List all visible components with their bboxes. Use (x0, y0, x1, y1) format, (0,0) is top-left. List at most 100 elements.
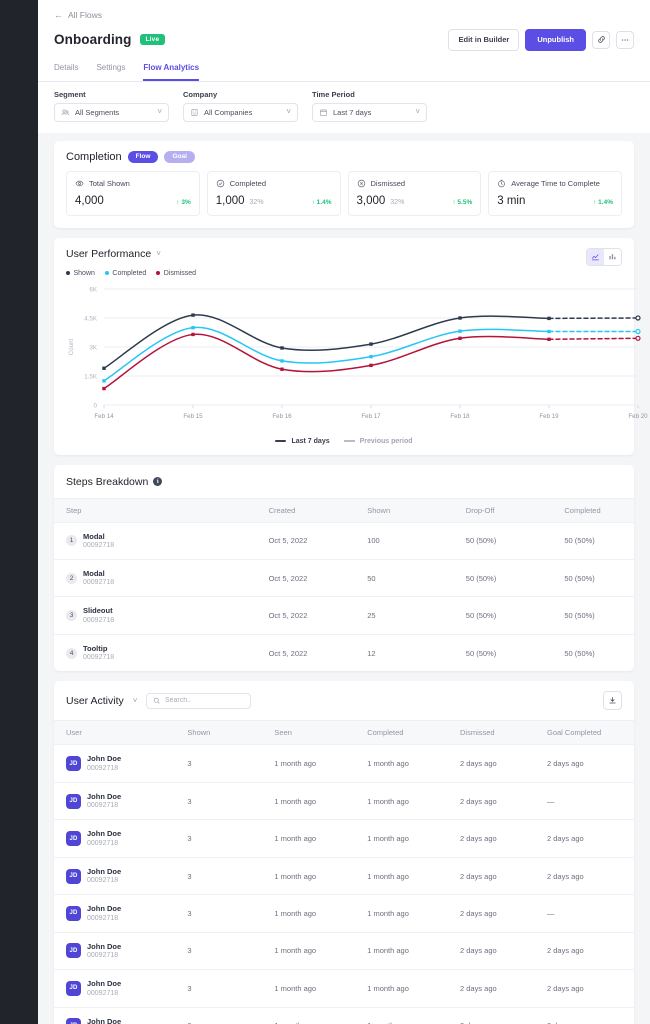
metric-value: 3 min (497, 194, 526, 207)
main-column: ← All Flows Onboarding Live Edit in Buil… (38, 0, 650, 1024)
table-row[interactable]: 3 Slideout 00092718 Oct 5, 2022 25 50 (50%) 50… (54, 596, 634, 635)
filter-segment-label: Segment (54, 89, 86, 99)
svg-text:Feb 19: Feb 19 (539, 413, 559, 420)
header-divider (38, 80, 650, 82)
unpublish-button[interactable]: Unpublish (525, 29, 586, 51)
user-activity-card: User Activity ˅ (54, 681, 634, 1024)
search-input[interactable] (164, 697, 245, 705)
user-name: John Doe (87, 904, 122, 914)
step-created: Oct 5, 2022 (268, 596, 368, 635)
user-name: John Doe (87, 1016, 122, 1024)
more-options-button[interactable] (616, 30, 634, 49)
table-row[interactable]: 4 Tooltip 00092718 Oct 5, 2022 12 50 (50%) 50 … (54, 634, 634, 671)
step-id: 00092718 (83, 579, 115, 587)
copy-link-button[interactable] (592, 30, 610, 49)
chevron-down-icon[interactable]: ˅ (132, 695, 138, 705)
edit-in-builder-button[interactable]: Edit in Builder (448, 29, 520, 51)
table-row[interactable]: 2 Modal 00092718 Oct 5, 2022 50 50 (50%) 50 (5… (54, 559, 634, 598)
chevron-down-icon[interactable]: ˅ (156, 248, 161, 258)
metric-label: Average Time to Complete (511, 178, 600, 188)
step-completed: 50 (50%) (564, 522, 634, 560)
check-circle-icon (216, 179, 225, 188)
user-dismissed: 2 days ago (459, 782, 547, 821)
table-row[interactable]: 1 Modal 00092718 Oct 5, 2022 100 50 (50%) 50 (… (54, 522, 634, 560)
step-cell: 2 Modal 00092718 (54, 559, 269, 598)
metric-dismissed: Dismissed 3,000 32% ↑ 5.5% (347, 170, 482, 216)
user-name: John Doe (87, 791, 122, 801)
filter-time-period-value: Last 7 days (333, 107, 372, 117)
legend-completed: Completed (104, 270, 146, 277)
user-seen: 1 month ago (274, 744, 368, 783)
step-number: 4 (66, 647, 77, 659)
user-dismissed: 2 days ago (459, 819, 547, 858)
step-id: 00092718 (83, 616, 115, 624)
ellipsis-icon (621, 39, 629, 41)
svg-text:Feb 18: Feb 18 (450, 413, 470, 420)
metric-label: Dismissed (370, 178, 406, 188)
user-goal-completed: 2 days ago (546, 969, 634, 1008)
pill-goal[interactable]: Goal (164, 150, 195, 163)
metric-completed: Completed 1,000 32% ↑ 1.4% (206, 170, 341, 216)
step-name: Modal (83, 568, 105, 578)
tab-details[interactable]: Details (54, 62, 79, 72)
step-completed: 50 (50%) (564, 596, 634, 635)
user-name: John Doe (87, 941, 122, 951)
user-activity-search[interactable] (146, 692, 252, 709)
filter-time-period-select[interactable]: Last 7 days ˅ (312, 102, 427, 122)
user-shown: 3 (187, 857, 275, 896)
steps-table-header-row: Step Created Shown Drop-Off Completed (54, 497, 634, 523)
status-badge: Live (139, 34, 166, 46)
step-dropoff: 50 (50%) (465, 559, 565, 598)
back-to-all-flows-link[interactable]: ← All Flows (54, 10, 102, 20)
user-name: John Doe (87, 979, 122, 989)
steps-breakdown-card: Steps Breakdown i Step Created Shown Dro… (54, 464, 634, 672)
bar-chart-view-button[interactable] (604, 248, 621, 265)
line-chart-view-button[interactable] (587, 248, 604, 265)
user-performance-title: User Performance (66, 247, 152, 260)
metric-percent: 32% (390, 198, 405, 206)
col-seen: Seen (274, 720, 368, 746)
avatar: JD (66, 980, 81, 996)
user-completed: 1 month ago (367, 1007, 460, 1024)
completion-header: Completion Flow Goal (54, 141, 634, 171)
svg-text:Feb 15: Feb 15 (183, 413, 203, 420)
tab-settings[interactable]: Settings (96, 62, 126, 72)
user-goal-completed: 2 days ago (546, 819, 634, 858)
info-icon[interactable]: i (153, 477, 163, 486)
step-created: Oct 5, 2022 (268, 522, 368, 560)
step-cell: 4 Tooltip 00092718 (54, 634, 269, 671)
bar-chart-icon (609, 254, 616, 260)
analytics-body: Completion Flow Goal Total Shown (38, 133, 650, 1024)
step-shown: 50 (367, 559, 466, 598)
legend-color-dot (156, 271, 161, 275)
user-activity-table: User Shown Seen Completed Dismissed Goal… (54, 720, 634, 1024)
pill-flow[interactable]: Flow (127, 150, 159, 163)
download-button[interactable] (603, 691, 622, 711)
user-performance-card: User Performance ˅ (54, 237, 648, 455)
user-seen: 1 month ago (274, 894, 368, 933)
line-chart-icon (591, 254, 599, 261)
filter-company-select[interactable]: All Companies ˅ (183, 102, 298, 122)
tab-flow-analytics[interactable]: Flow Analytics (143, 63, 200, 81)
filter-time-period: Time Period Last 7 days ˅ (312, 90, 427, 122)
user-shown: 3 (187, 782, 275, 821)
step-completed: 50 (50%) (564, 648, 595, 658)
user-dismissed: 2 days ago (459, 857, 547, 896)
col-dropoff: Drop-Off (465, 497, 565, 523)
segment-icon (61, 108, 70, 117)
step-completed: 50 (50%) (564, 559, 634, 598)
filter-segment-select[interactable]: All Segments ˅ (54, 102, 169, 122)
